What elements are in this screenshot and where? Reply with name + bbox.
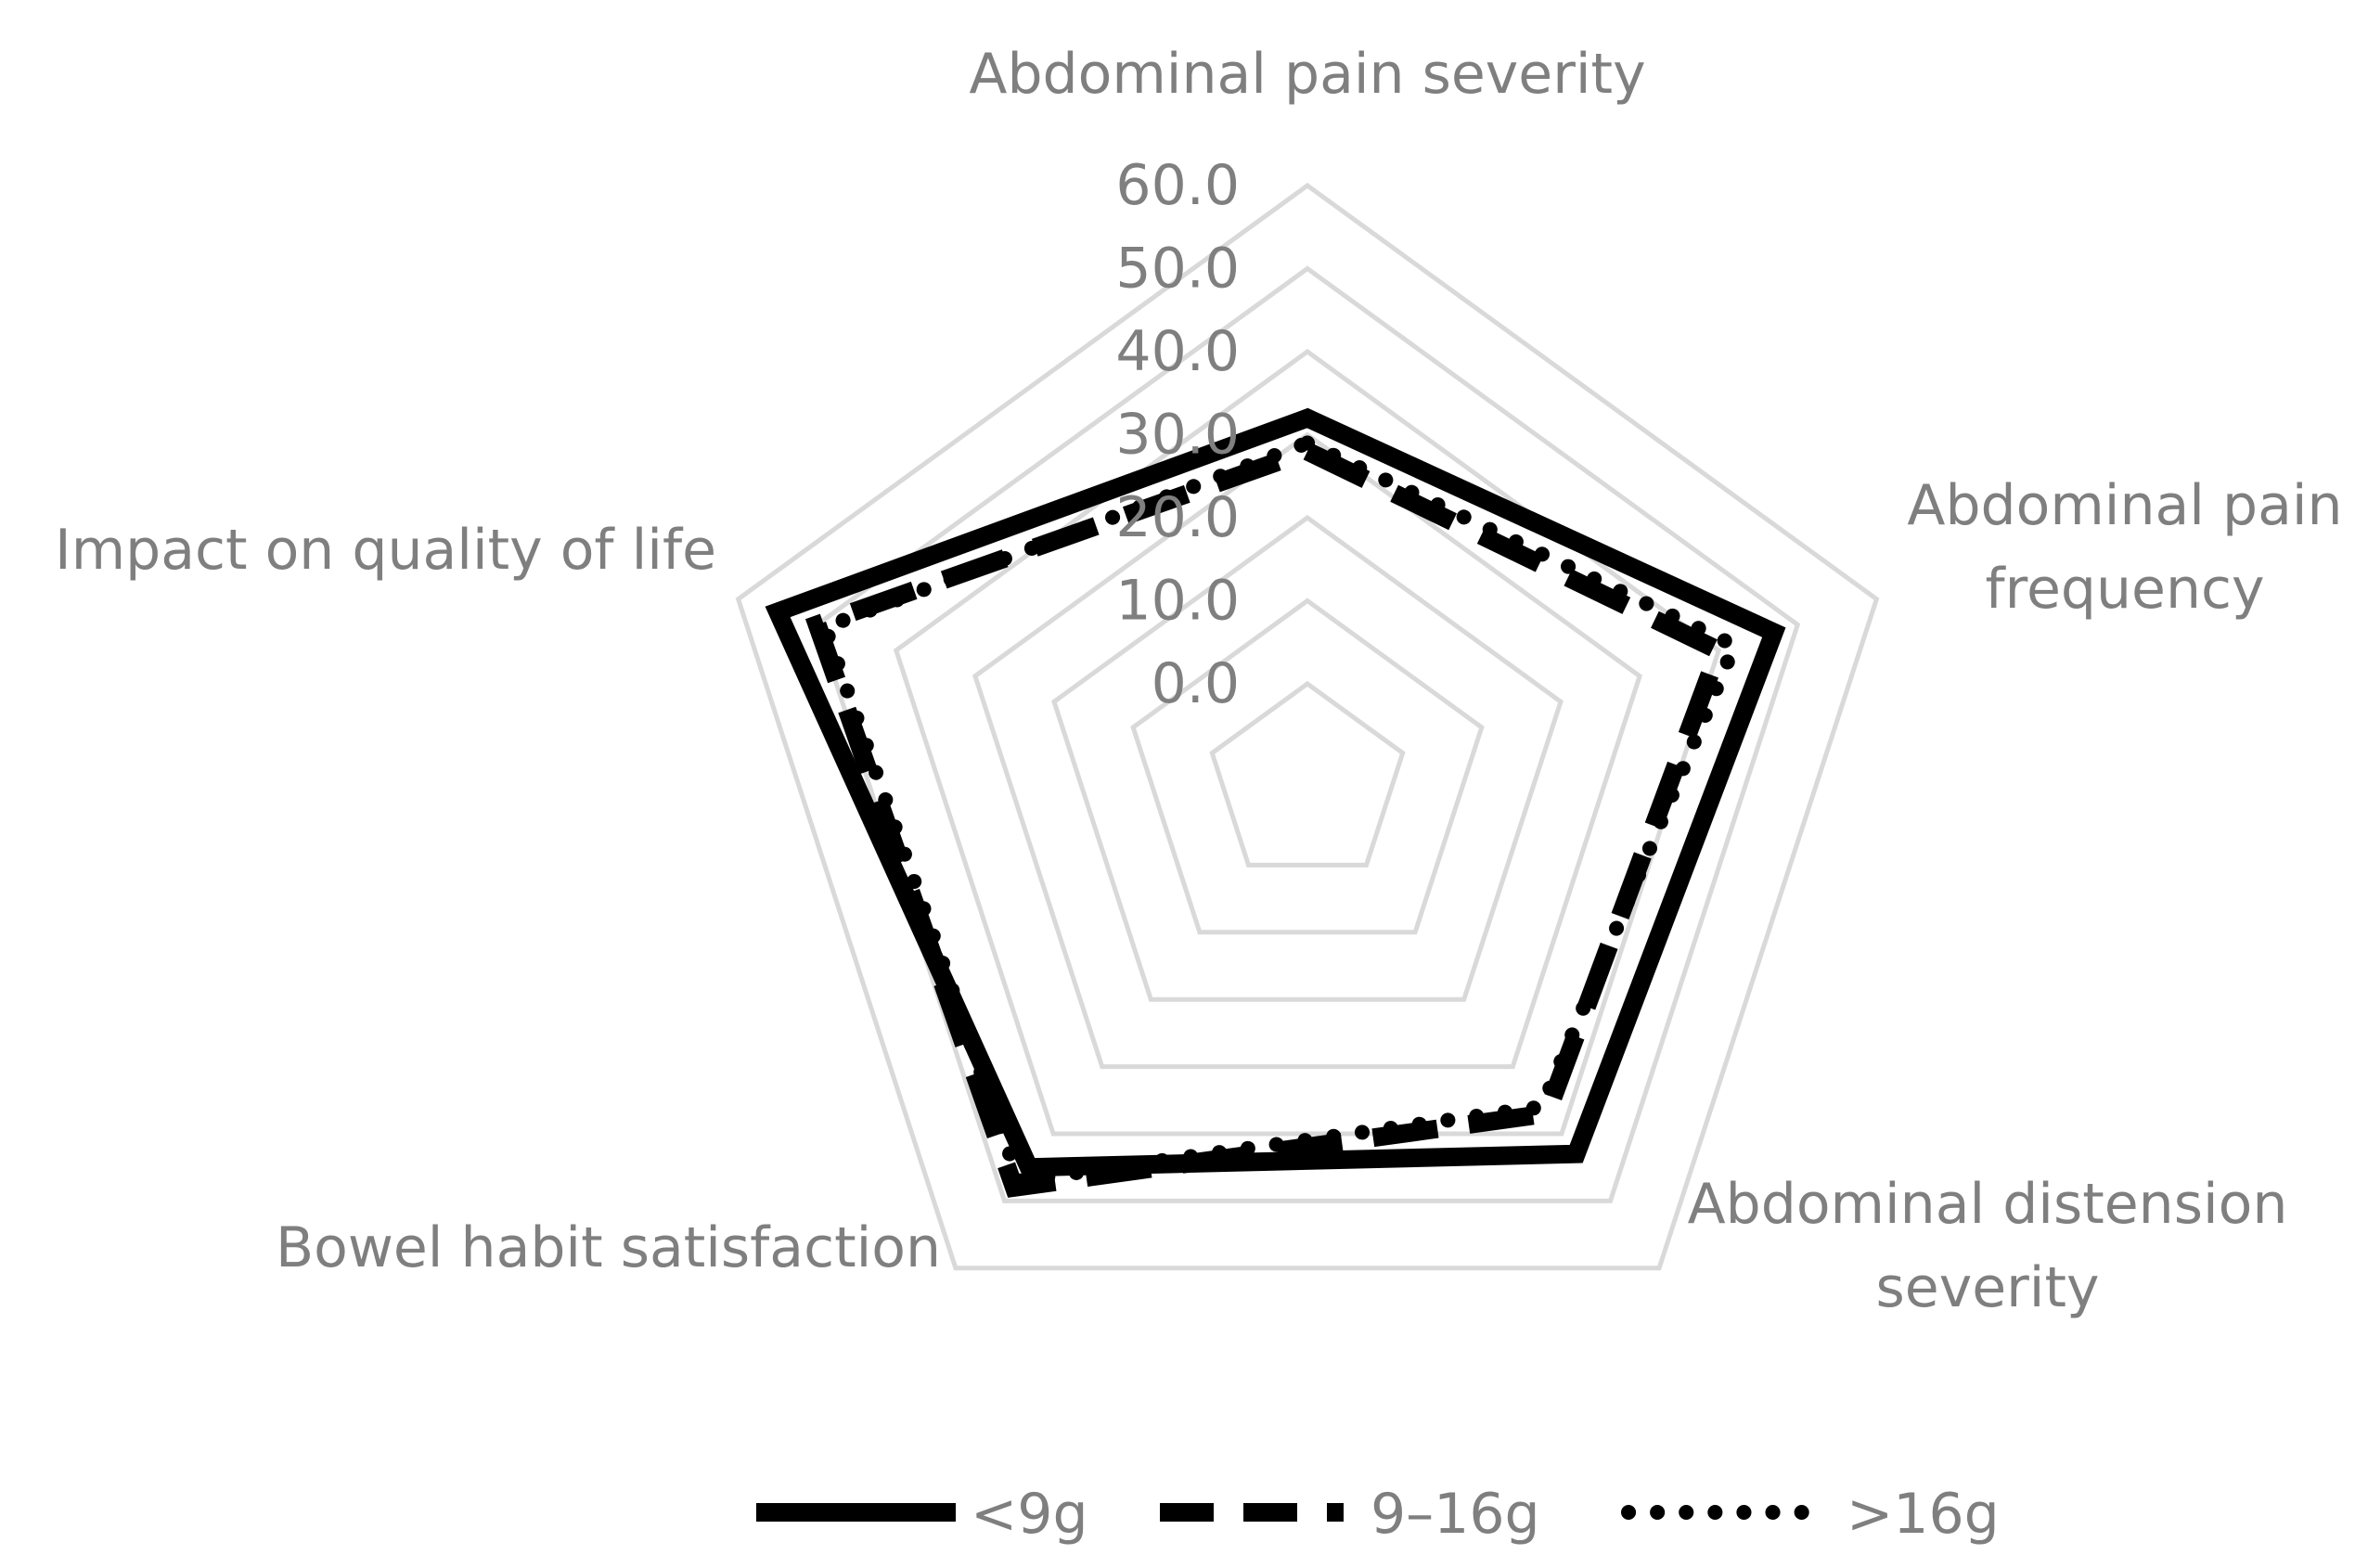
axis-label: severity [1876,1255,2100,1320]
axis-label: Abdominal pain [1907,473,2342,538]
grid-ring-1 [1130,598,1485,935]
grid-ring-2 [1051,514,1564,1002]
series-dotted-line [816,434,1744,1189]
axis-label: Bowel habit satisfaction [276,1215,941,1280]
axis-label: Abdominal distension [1688,1172,2288,1237]
radar-grid [735,182,1880,1271]
axis-label: Impact on quality of life [55,518,716,583]
legend-label: <9g [971,1482,1088,1547]
grid-ring-3 [972,431,1643,1070]
axis-label: frequency [1986,557,2265,622]
tick-label: 60.0 [1115,153,1240,218]
tick-label: 30.0 [1115,403,1240,468]
radar-series [765,407,1786,1198]
tick-label: 0.0 [1152,651,1240,716]
grid-ring-4 [893,348,1722,1137]
tick-label: 40.0 [1115,319,1240,384]
radar-tick-labels: 0.0 10.0 20.0 30.0 40.0 50.0 60.0 [1115,153,1240,716]
series-solid-line [765,407,1786,1177]
tick-label: 20.0 [1115,485,1240,550]
chart-legend: <9g 9–16g >16g [756,1482,2000,1547]
grid-ring-0 [1209,680,1406,868]
legend-label: >16g [1847,1482,2000,1547]
tick-label: 50.0 [1115,237,1240,302]
axis-label: Abdominal pain severity [969,42,1645,107]
radar-axis-labels: Abdominal pain severity Abdominal pain fre… [55,42,2343,1320]
legend-label: 9–16g [1371,1482,1540,1547]
grid-ring-6 [735,182,1880,1271]
tick-label: 10.0 [1115,569,1240,634]
